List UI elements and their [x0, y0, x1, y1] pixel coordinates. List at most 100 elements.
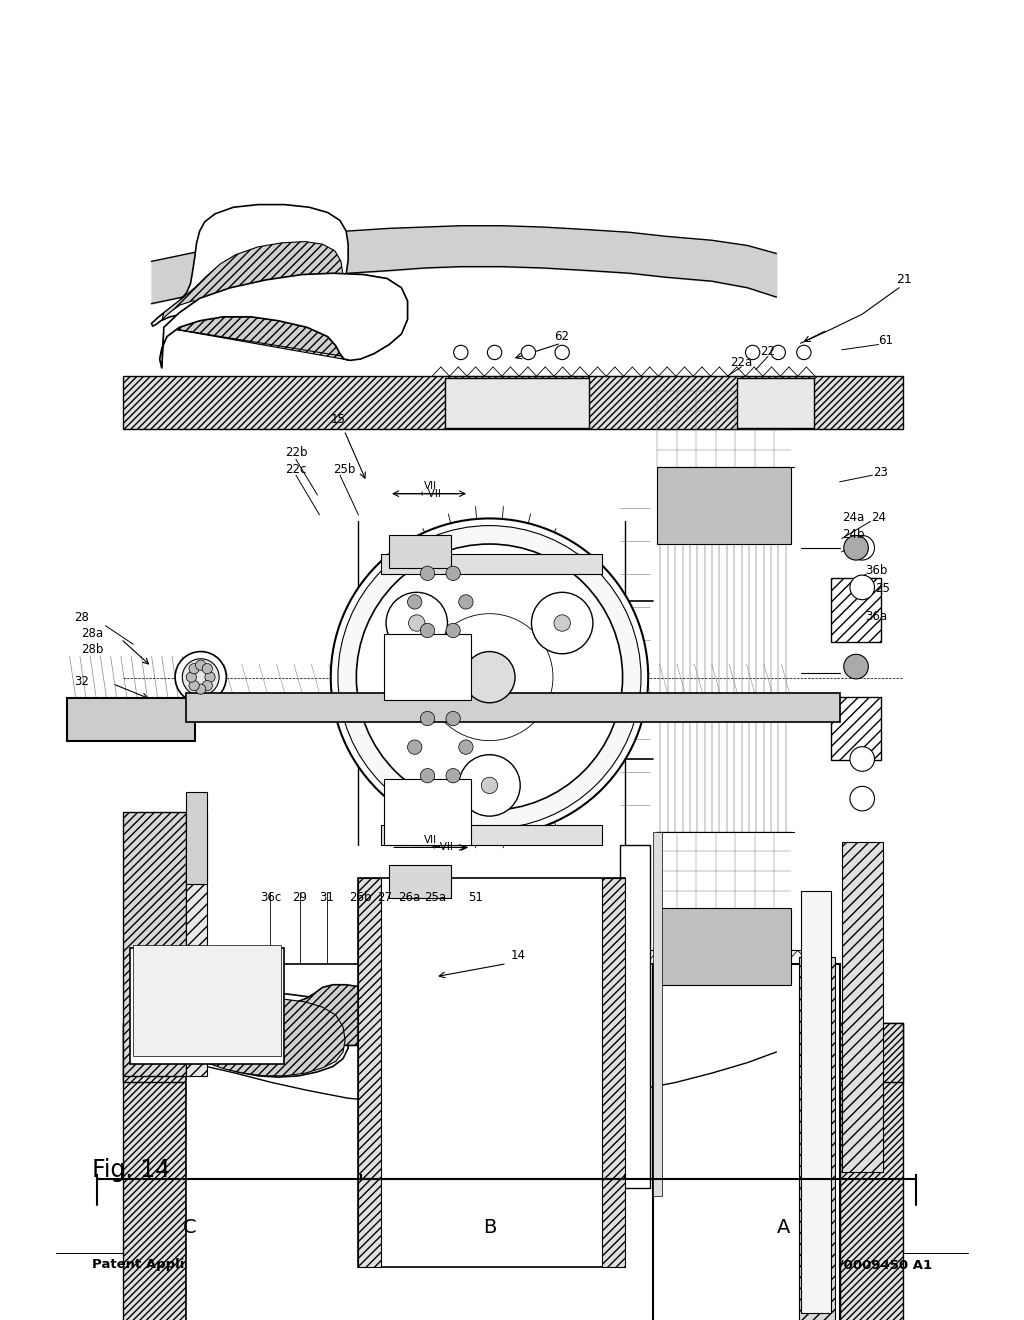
Bar	[130, 948, 284, 1064]
Text: 21: 21	[896, 273, 912, 286]
Circle shape	[459, 741, 473, 754]
Bar	[445, 378, 589, 428]
Circle shape	[202, 664, 212, 673]
Circle shape	[175, 652, 226, 702]
Circle shape	[459, 595, 473, 609]
Circle shape	[386, 593, 447, 653]
Polygon shape	[162, 985, 408, 1045]
Circle shape	[420, 566, 434, 581]
Text: VII: VII	[424, 480, 436, 491]
Text: 31: 31	[319, 891, 334, 904]
Circle shape	[408, 741, 422, 754]
Polygon shape	[152, 994, 348, 1077]
Circle shape	[745, 346, 760, 359]
Circle shape	[420, 711, 434, 726]
Text: 22c: 22c	[286, 463, 306, 477]
Circle shape	[771, 346, 785, 359]
Bar	[381, 554, 602, 574]
Circle shape	[433, 620, 546, 734]
Bar	[123, 376, 903, 429]
Circle shape	[850, 787, 874, 810]
Bar	[799, 957, 835, 1320]
Circle shape	[481, 777, 498, 793]
Bar	[67, 698, 195, 741]
Bar	[602, 878, 625, 1267]
Circle shape	[850, 747, 874, 771]
Polygon shape	[162, 242, 343, 321]
Circle shape	[205, 672, 215, 682]
Circle shape	[844, 536, 868, 560]
Text: 15: 15	[331, 413, 345, 426]
Circle shape	[196, 684, 206, 694]
Bar	[186, 964, 840, 1320]
Text: 24b: 24b	[842, 528, 864, 541]
Polygon shape	[152, 205, 348, 326]
Circle shape	[338, 525, 641, 829]
Bar	[801, 891, 831, 1313]
Bar	[389, 865, 451, 898]
Circle shape	[850, 536, 874, 560]
Bar	[123, 1023, 186, 1320]
Circle shape	[531, 593, 593, 653]
Circle shape	[797, 346, 811, 359]
Text: 24a: 24a	[842, 511, 864, 524]
Bar	[384, 779, 471, 845]
Bar	[186, 792, 207, 884]
Text: 36c: 36c	[260, 891, 281, 904]
Text: Jan. 10, 2013  Sheet 11 of 13: Jan. 10, 2013 Sheet 11 of 13	[374, 1258, 589, 1271]
Text: 23: 23	[873, 466, 888, 479]
Circle shape	[182, 659, 219, 696]
Text: B: B	[482, 1218, 497, 1237]
Text: 29: 29	[293, 891, 307, 904]
Text: ←VII: ←VII	[419, 488, 441, 499]
Circle shape	[850, 576, 874, 599]
Bar	[657, 467, 791, 544]
Bar	[620, 845, 650, 1188]
Circle shape	[196, 660, 206, 671]
Text: 28a: 28a	[81, 627, 103, 640]
Bar	[657, 908, 791, 985]
Circle shape	[426, 614, 553, 741]
Circle shape	[189, 681, 200, 690]
Text: 25b: 25b	[333, 463, 355, 477]
Text: Patent Application Publication: Patent Application Publication	[92, 1258, 319, 1271]
Circle shape	[420, 768, 434, 783]
Bar	[389, 535, 451, 568]
Polygon shape	[160, 273, 408, 368]
Circle shape	[446, 566, 461, 581]
Circle shape	[408, 595, 422, 609]
Circle shape	[521, 346, 536, 359]
Circle shape	[464, 652, 515, 702]
Bar	[133, 945, 281, 1056]
Polygon shape	[160, 273, 408, 368]
Circle shape	[446, 711, 461, 726]
Circle shape	[409, 615, 425, 631]
Circle shape	[356, 544, 623, 810]
Text: VII: VII	[424, 834, 436, 845]
Bar	[186, 693, 840, 722]
Bar	[653, 832, 662, 1196]
Text: 26a: 26a	[398, 891, 421, 904]
Text: 28b: 28b	[81, 643, 103, 656]
Circle shape	[189, 664, 200, 673]
Polygon shape	[161, 999, 345, 1076]
Text: 36b: 36b	[865, 564, 888, 577]
Circle shape	[446, 768, 461, 783]
Bar	[384, 634, 471, 700]
Text: C: C	[182, 1218, 197, 1237]
Text: A: A	[776, 1218, 791, 1237]
Bar	[123, 1023, 903, 1082]
Bar	[840, 1023, 903, 1320]
Circle shape	[186, 672, 197, 682]
Text: 14: 14	[511, 949, 525, 962]
Circle shape	[454, 346, 468, 359]
Bar	[831, 697, 881, 760]
Bar	[653, 964, 840, 1320]
Bar	[831, 578, 881, 642]
Circle shape	[420, 623, 434, 638]
Text: 24: 24	[871, 511, 886, 524]
Bar	[737, 378, 814, 428]
Text: 25a: 25a	[424, 891, 446, 904]
Text: 26b: 26b	[349, 891, 372, 904]
Bar	[358, 878, 625, 1267]
